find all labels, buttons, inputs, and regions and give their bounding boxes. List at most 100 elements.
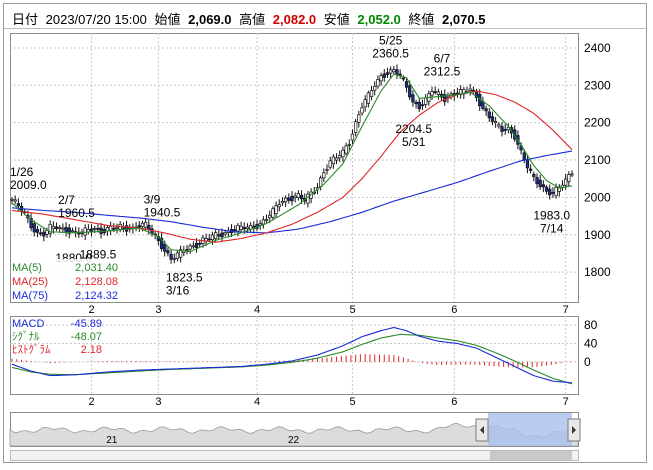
candle-down bbox=[287, 197, 291, 201]
navigator-year-label: 21 bbox=[106, 435, 118, 446]
candle-up bbox=[353, 121, 358, 133]
annotation-value: 1889.5 bbox=[80, 248, 117, 262]
annotation-value: 1983.0 bbox=[533, 209, 570, 223]
navigator-scrollbar-thumb[interactable] bbox=[490, 451, 572, 460]
ma5-line bbox=[11, 73, 573, 253]
macd-month-label: 3 bbox=[155, 396, 161, 408]
candle-down bbox=[443, 94, 447, 103]
candle-up bbox=[322, 172, 326, 179]
macd-axis-tick-label: 40 bbox=[584, 337, 598, 351]
price-axis-tick-label: 2400 bbox=[584, 41, 611, 55]
candle-up bbox=[554, 187, 558, 197]
candle-up bbox=[423, 97, 428, 105]
candle-down bbox=[29, 217, 33, 229]
annotation-value: 2360.5 bbox=[372, 47, 409, 61]
navigator-selected-range[interactable] bbox=[488, 413, 572, 446]
candle-up bbox=[13, 199, 17, 202]
candle-down bbox=[503, 129, 507, 131]
candle-down bbox=[16, 203, 21, 207]
candle-up bbox=[45, 230, 49, 235]
candle-down bbox=[166, 250, 170, 254]
candle-down bbox=[147, 224, 151, 230]
candle-down bbox=[490, 116, 495, 122]
candle-up bbox=[175, 252, 180, 259]
date-label: 日付 bbox=[12, 12, 39, 27]
high-value: 2,082.0 bbox=[272, 12, 317, 27]
candle-up bbox=[188, 245, 192, 250]
candle-up bbox=[108, 225, 113, 231]
annotation-value: 1960.5 bbox=[58, 206, 95, 220]
candle-up bbox=[436, 91, 441, 95]
candle-down bbox=[99, 227, 103, 234]
candle-up bbox=[143, 221, 148, 228]
candle-down bbox=[67, 227, 71, 234]
macd-plot-area bbox=[10, 316, 579, 395]
candle-down bbox=[89, 228, 94, 232]
open-value: 2,069.0 bbox=[188, 12, 232, 27]
annotation-date: 7/14 bbox=[540, 222, 564, 236]
price-annotation: 1889.5 bbox=[80, 248, 117, 262]
candle-down bbox=[137, 225, 141, 228]
candle-up bbox=[277, 204, 281, 208]
date-value: 2023/07/20 15:00 bbox=[45, 12, 147, 27]
macd-month-label: 7 bbox=[563, 396, 569, 408]
candle-down bbox=[481, 101, 485, 109]
price-month-label: 4 bbox=[254, 304, 260, 316]
candle-up bbox=[360, 107, 364, 114]
candle-up bbox=[331, 156, 336, 165]
candle-up bbox=[347, 144, 351, 146]
candle-up bbox=[392, 69, 396, 73]
macd-month-label: 6 bbox=[451, 396, 457, 408]
candle-down bbox=[401, 77, 406, 80]
annotation-value: 1823.5 bbox=[166, 270, 203, 284]
ma25-line bbox=[11, 90, 573, 243]
candle-down bbox=[194, 242, 199, 248]
candle-up bbox=[178, 249, 183, 258]
price-annotation: 1823.53/16 bbox=[166, 270, 203, 297]
candle-down bbox=[185, 249, 189, 251]
signal-line bbox=[11, 333, 573, 385]
candle-up bbox=[172, 257, 176, 260]
chevron-right-icon bbox=[572, 426, 576, 434]
candle-down bbox=[35, 229, 40, 233]
candle-up bbox=[280, 201, 285, 204]
candle-up bbox=[296, 193, 301, 199]
candle-up bbox=[388, 69, 393, 74]
candle-up bbox=[376, 79, 380, 87]
candle-down bbox=[220, 232, 224, 238]
candle-up bbox=[369, 90, 374, 98]
price-axis-tick-label: 2300 bbox=[584, 78, 611, 92]
candle-up bbox=[115, 226, 119, 229]
candle-up bbox=[274, 205, 278, 214]
annotation-date: 5/31 bbox=[402, 135, 426, 149]
price-axis-tick-label: 1800 bbox=[584, 265, 611, 279]
low-label: 安値 bbox=[323, 12, 350, 27]
candle-up bbox=[245, 226, 250, 229]
candle-down bbox=[207, 238, 211, 241]
close-label: 終値 bbox=[408, 12, 435, 27]
candle-down bbox=[535, 177, 539, 185]
candle-up bbox=[70, 230, 75, 233]
candle-up bbox=[557, 186, 561, 192]
price-axis-tick-label: 2100 bbox=[584, 153, 611, 167]
candle-up bbox=[357, 114, 361, 123]
candle-up bbox=[83, 227, 87, 236]
price-panel: 1800 1900 2000 2100 2200 2300 2400 2 3 4 5 6 7 1/2620… bbox=[10, 33, 611, 316]
legend-label-ma5: MA(5) bbox=[12, 262, 42, 274]
navigator-scrollbar[interactable] bbox=[10, 450, 579, 461]
candle-down bbox=[420, 104, 425, 107]
candle-up bbox=[350, 133, 355, 141]
close-value: 2,070.5 bbox=[442, 12, 486, 27]
range-navigator[interactable]: 21 22 bbox=[9, 412, 581, 461]
candle-up bbox=[48, 224, 52, 234]
candle-up bbox=[58, 227, 62, 229]
candle-down bbox=[548, 188, 552, 196]
macd-legend-label: ｼｸﾞﾅﾙ bbox=[12, 330, 40, 343]
candle-down bbox=[242, 227, 246, 230]
legend-value: 2,031.40 bbox=[75, 262, 118, 274]
price-axis-tick-label: 2200 bbox=[584, 116, 611, 130]
candle-up bbox=[334, 157, 339, 161]
macd-panel: 0 40 80 2 3 4 5 6 7 MACD -45.89 ｼｸﾞﾅﾙ -48.07 ﾋｽﾄｸﾞﾗﾑ 2… bbox=[10, 316, 598, 408]
